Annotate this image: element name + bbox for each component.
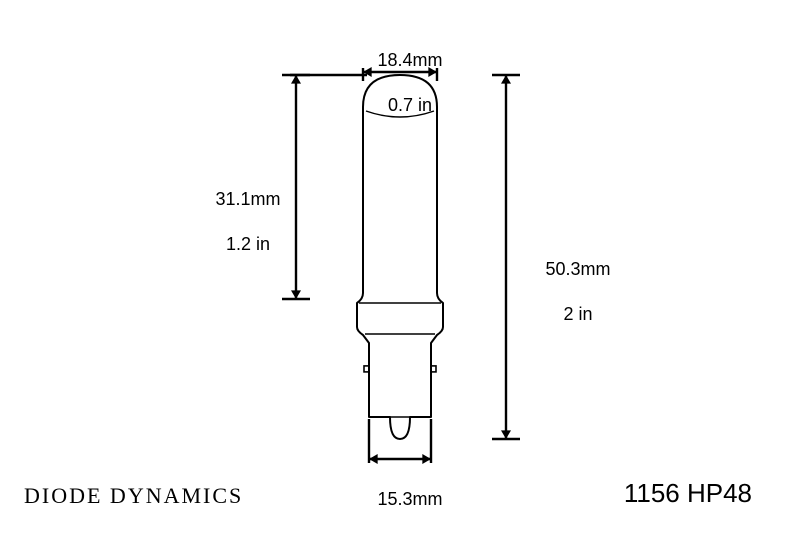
brand-text: DIODE DYNAMICS — [24, 483, 243, 508]
dim-height-total-in: 2 in — [563, 304, 592, 324]
diagram-stage: 18.4mm 0.7 in 31.1mm 1.2 in 50.3mm 2 in … — [0, 0, 800, 533]
brand-logo: DIODE DYNAMICS — [24, 483, 243, 509]
dim-arrow-width-base — [369, 454, 431, 464]
dim-height-total-mm: 50.3mm — [545, 259, 610, 279]
model-label: 1156 HP48 — [624, 478, 752, 509]
bayonet-pin-right — [431, 366, 436, 372]
dim-arrow-height-upper — [291, 75, 301, 299]
bayonet-pin-left — [364, 366, 369, 372]
model-text: 1156 HP48 — [624, 478, 752, 508]
dim-width-base: 15.3mm 0.6 in — [350, 465, 450, 533]
dim-height-total: 50.3mm 2 in — [518, 235, 618, 348]
dim-width-top-mm: 18.4mm — [377, 50, 442, 70]
dim-height-upper-in: 1.2 in — [226, 234, 270, 254]
dim-width-base-mm: 15.3mm — [377, 489, 442, 509]
dim-height-upper-mm: 31.1mm — [215, 189, 280, 209]
dim-width-top: 18.4mm 0.7 in — [350, 26, 450, 139]
dim-width-top-in: 0.7 in — [388, 95, 432, 115]
dim-height-upper: 31.1mm 1.2 in — [188, 165, 288, 278]
dim-arrow-height-total — [501, 75, 511, 439]
